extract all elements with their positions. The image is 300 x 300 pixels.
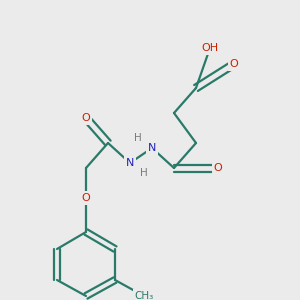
Text: O: O [82, 193, 90, 203]
Text: O: O [82, 113, 90, 123]
Text: O: O [214, 163, 222, 173]
Text: N: N [148, 143, 156, 153]
Text: OH: OH [201, 43, 219, 53]
Text: O: O [230, 59, 238, 69]
Text: H: H [140, 168, 148, 178]
Text: N: N [126, 158, 134, 168]
Text: CH₃: CH₃ [134, 291, 154, 300]
Text: H: H [134, 133, 142, 143]
